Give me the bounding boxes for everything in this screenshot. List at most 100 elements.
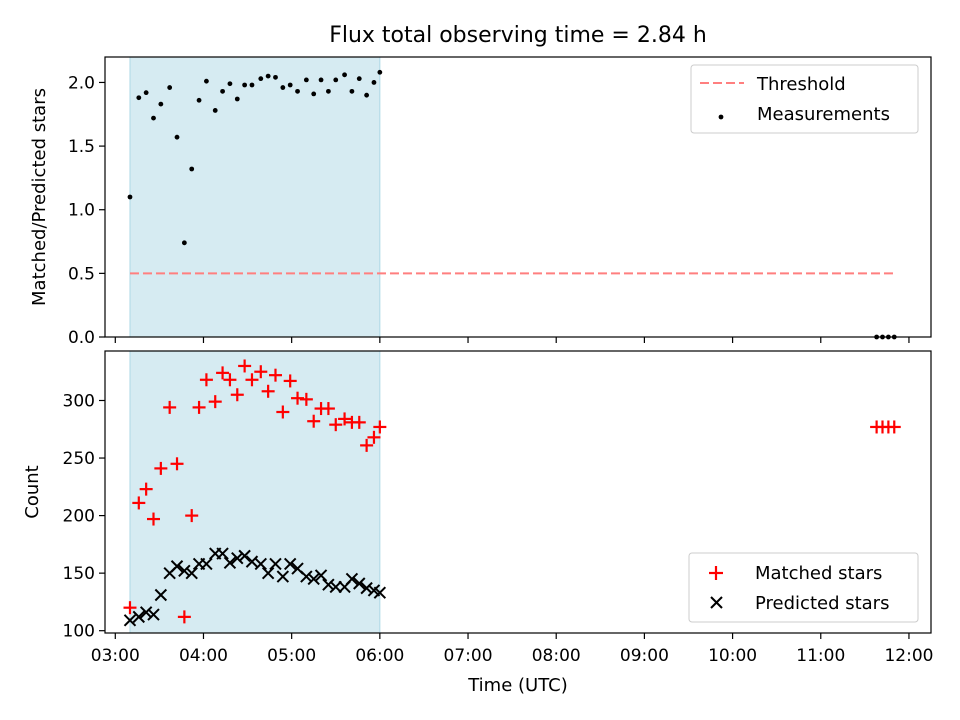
bottom-x-tick-label: 12:00	[884, 646, 933, 666]
matched-point	[283, 374, 297, 388]
predicted-point	[223, 556, 237, 569]
bottom-y-tick-label: 250	[63, 449, 95, 469]
x-axis-label: Time (UTC)	[467, 675, 568, 696]
bottom-x-tick-label: 10:00	[708, 646, 757, 666]
matched-point	[170, 457, 184, 471]
matched-point	[199, 373, 213, 387]
measurement-point	[158, 101, 164, 107]
top-y-tick-label: 1.5	[68, 137, 95, 157]
bottom-y-tick-label: 200	[63, 507, 95, 527]
matched-point	[139, 482, 153, 496]
measurement-point	[204, 78, 209, 84]
matched-point	[230, 388, 244, 402]
measurement-point	[349, 88, 355, 94]
bottom-y-tick-label: 100	[63, 622, 95, 642]
bottom-y-tick-label: 150	[63, 564, 95, 584]
matched-point	[132, 496, 146, 510]
matched-point	[887, 420, 901, 434]
measurements-legend-label: Measurements	[757, 104, 890, 125]
measurement-point	[273, 74, 278, 80]
top-y-tick-label: 1.0	[68, 201, 95, 221]
predicted-point	[147, 608, 160, 621]
predicted-point	[170, 560, 184, 573]
predicted-point	[353, 577, 366, 590]
matched-point	[321, 402, 335, 416]
top-y-tick-label: 0.5	[68, 264, 95, 284]
measurement-point	[249, 82, 255, 88]
measurement-points	[127, 69, 897, 340]
top-legend-box	[690, 64, 919, 134]
measurement-point	[127, 194, 133, 200]
bottom-x-tick-label: 06:00	[355, 646, 404, 666]
matched-point	[254, 365, 268, 379]
count-points	[123, 359, 901, 627]
predicted-point	[231, 551, 244, 565]
predicted-point	[307, 572, 320, 586]
top-y-tick-label: 2.0	[68, 73, 95, 93]
predicted-point	[254, 557, 268, 571]
measurement-point	[242, 82, 248, 88]
matched-point	[208, 395, 222, 409]
top-panel: 0.00.51.01.52.0 Matched/Predicted stars …	[29, 56, 932, 348]
bottom-x-tick-label: 04:00	[179, 646, 228, 666]
bottom-legend: Matched stars Predicted stars	[688, 552, 919, 623]
predicted-point	[123, 614, 137, 627]
bottom-y-axis-label: Count	[22, 465, 43, 518]
bottom-x-tick-label: 03:00	[91, 646, 140, 666]
predicted-point	[329, 580, 342, 594]
predicted-point	[185, 566, 198, 580]
matched-point	[338, 412, 352, 426]
top-legend: Threshold Measurements	[690, 64, 919, 134]
predicted-point	[269, 557, 282, 571]
predicted-point	[314, 569, 328, 582]
measurements-legend-swatch	[718, 114, 724, 120]
measurement-point	[333, 77, 339, 83]
predicted-point	[245, 555, 259, 568]
bottom-observing-span	[129, 350, 381, 634]
predicted-point	[322, 578, 335, 591]
bottom-x-tick-label: 08:00	[532, 646, 581, 666]
bottom-x-tick-label: 11:00	[796, 646, 845, 666]
measurement-point	[311, 91, 317, 97]
predicted-point	[132, 610, 146, 624]
matched-point	[268, 368, 282, 382]
matched-point	[261, 384, 275, 398]
measurement-point	[258, 76, 264, 82]
predicted-point	[238, 549, 251, 563]
bottom-x-tick-label: 05:00	[267, 646, 316, 666]
matched-point	[329, 418, 343, 432]
measurement-point	[212, 108, 218, 113]
top-y-axis-label: Matched/Predicted stars	[29, 88, 50, 306]
predicted-point	[360, 581, 373, 595]
predicted-point	[300, 570, 313, 583]
matched-legend-swatch	[709, 566, 723, 580]
chart-title: Flux total observing time = 2.84 h	[329, 23, 707, 48]
top-x-ticks	[114, 337, 910, 343]
bottom-y-tick-label: 300	[63, 391, 95, 411]
bottom-x-tick-label: 09:00	[620, 646, 669, 666]
measurement-point	[318, 77, 324, 83]
measurement-point	[227, 81, 233, 87]
top-y-tick-label: 0.0	[68, 328, 95, 348]
matched-point	[373, 420, 387, 434]
measurement-point	[181, 240, 187, 246]
bottom-y-ticks: 100 150 200 250 300	[63, 391, 105, 642]
matched-point	[123, 601, 137, 615]
matched-point	[360, 438, 374, 452]
bottom-legend-box	[688, 552, 919, 623]
predicted-point	[283, 557, 297, 571]
predicted-point	[261, 566, 275, 580]
predicted-point	[200, 557, 213, 571]
bottom-panel: 100 150 200 250 300 03:00 04:00 05:00 06:00 07:0…	[22, 350, 933, 696]
measurement-point	[136, 95, 142, 101]
measurement-point	[326, 88, 331, 94]
predicted-point	[154, 588, 168, 602]
matched-point	[147, 512, 161, 526]
measurement-point	[189, 166, 195, 172]
measurement-point	[196, 97, 202, 103]
measurement-point	[234, 96, 240, 102]
predicted-point	[216, 547, 229, 560]
threshold-legend-label: Threshold	[756, 74, 846, 95]
predicted-legend-label: Predicted stars	[755, 593, 889, 614]
matched-point	[223, 373, 237, 387]
